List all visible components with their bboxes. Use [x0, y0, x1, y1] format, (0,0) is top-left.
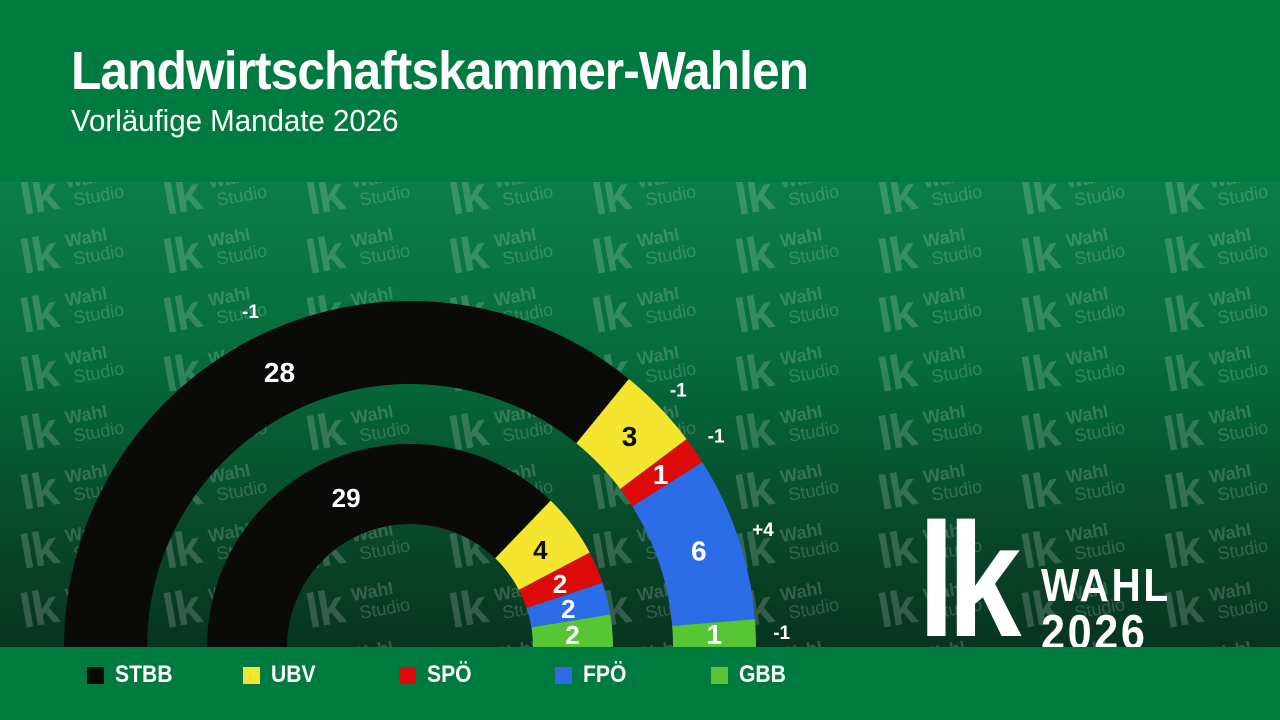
- arc-inner-UBV: [495, 500, 590, 590]
- legend-label-STBB: STBB: [115, 661, 173, 688]
- seat-label-outer-SPÖ: 1: [653, 459, 669, 490]
- page-title: Landwirtschaftskammer-Wahlen: [71, 41, 809, 101]
- seat-label-outer-GBB: 1: [707, 619, 723, 650]
- lk-wahl-2026-logo: lk WAHL 2026: [918, 490, 1189, 671]
- legend-label-GBB: GBB: [739, 661, 786, 688]
- legend-swatch-STBB: [87, 666, 104, 684]
- legend-swatch-SPÖ: [399, 666, 416, 684]
- change-label-STBB: -1: [242, 302, 259, 323]
- seat-label-inner-SPÖ: 2: [553, 569, 567, 599]
- arc-inner-STBB: [207, 444, 551, 647]
- legend-label-FPÖ: FPÖ: [583, 661, 627, 688]
- arc-outer-SPÖ: [620, 439, 703, 507]
- seat-label-inner-FPÖ: 2: [561, 594, 575, 624]
- seat-label-inner-UBV: 4: [533, 535, 548, 565]
- change-label-SPÖ: -1: [708, 427, 725, 448]
- change-label-GBB: -1: [773, 623, 790, 644]
- header-band: Landwirtschaftskammer-Wahlen Vorläufige …: [0, 0, 1280, 182]
- arc-outer-UBV: [576, 378, 687, 489]
- legend-swatch-FPÖ: [555, 666, 572, 684]
- seat-label-outer-FPÖ: 6: [691, 536, 707, 567]
- legend-label-UBV: UBV: [271, 661, 316, 688]
- arc-inner-SPÖ: [518, 552, 603, 609]
- legend-item-UBV: UBV: [243, 661, 399, 689]
- change-label-UBV: -1: [670, 380, 687, 401]
- legend-bar: STBB UBV SPÖ FPÖ GBB: [0, 647, 1280, 720]
- legend-label-SPÖ: SPÖ: [427, 661, 472, 688]
- arc-outer-FPÖ: [632, 462, 755, 626]
- arc-inner-FPÖ: [526, 582, 611, 628]
- logo-wahl-text: WAHL: [1041, 559, 1171, 611]
- legend: STBB UBV SPÖ FPÖ GBB: [0, 647, 1280, 689]
- seat-label-outer-UBV: 3: [622, 421, 638, 452]
- legend-item-FPÖ: FPÖ: [555, 661, 711, 689]
- legend-item-SPÖ: SPÖ: [399, 661, 555, 689]
- legend-item-STBB: STBB: [87, 661, 243, 689]
- logo-lk-text: lk: [918, 490, 1021, 671]
- legend-swatch-UBV: [243, 666, 260, 684]
- legend-item-GBB: GBB: [711, 661, 867, 689]
- seat-label-inner-GBB: 2: [565, 620, 579, 650]
- arc-outer-GBB: [672, 619, 756, 647]
- seat-label-inner-STBB: 29: [332, 483, 361, 513]
- arc-inner-GBB: [531, 614, 613, 647]
- logo-text-column: WAHL 2026: [1041, 516, 1188, 658]
- seat-label-outer-STBB: 28: [264, 357, 295, 388]
- page-subtitle: Vorläufige Mandate 2026: [71, 103, 399, 138]
- arc-outer-STBB: [64, 301, 629, 647]
- change-label-FPÖ: +4: [752, 520, 774, 541]
- legend-swatch-GBB: [711, 666, 728, 684]
